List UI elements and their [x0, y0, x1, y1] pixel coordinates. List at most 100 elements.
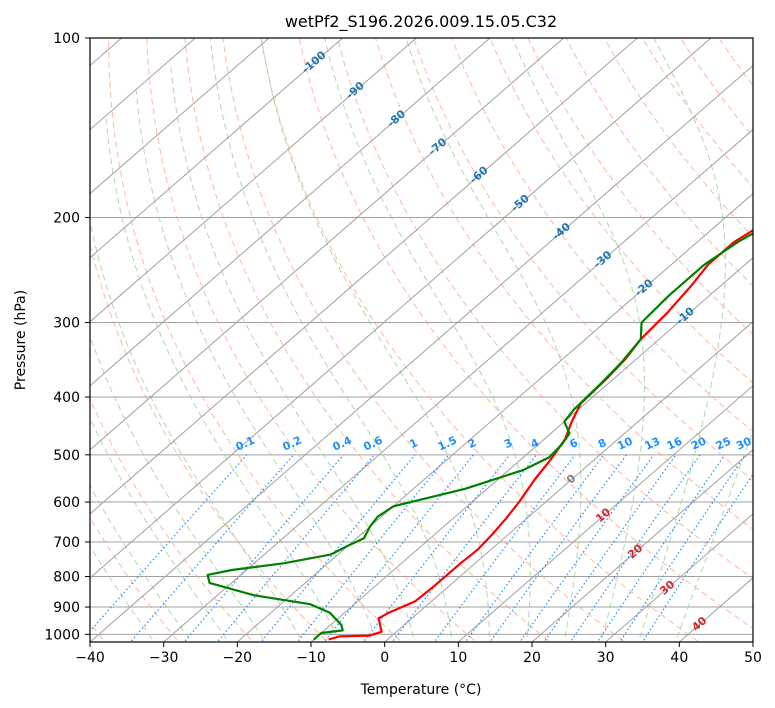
mixing-ratio-line [543, 454, 677, 642]
y-tick-label: 500 [53, 448, 80, 464]
isotherm-line [90, 38, 638, 515]
y-tick-label: 800 [53, 570, 80, 586]
x-tick-label: −20 [223, 650, 253, 666]
isotherm-line [531, 449, 753, 642]
dry-adiabats [90, 0, 775, 647]
dry-adiabat-line [184, 38, 552, 642]
mixing-ratio-labels: 0.1 0.2 0.4 0.6 1 1.5 2 3 4 6 8 10 13 16 20 25 30 36 [234, 434, 775, 454]
dry-adiabat-line [260, 38, 700, 642]
moist-adiabat-line [135, 89, 378, 642]
x-axis-ticks: −40 −30 −20 −10 0 10 20 30 40 50 [75, 642, 762, 666]
y-tick-label: 400 [53, 390, 80, 406]
isotherm-line [384, 321, 753, 642]
dry-adiabat-line [298, 38, 753, 629]
x-axis-label: Temperature (°C) [360, 682, 482, 698]
mixing-ratio-label: 25 [714, 435, 733, 453]
pressure-gridlines [90, 38, 753, 635]
isotherm-line [90, 38, 491, 387]
chart-title: wetPf2_S196.2026.009.15.05.C32 [285, 12, 557, 32]
mixing-ratio-label: 2 [466, 436, 478, 451]
dry-adiabat-line [718, 38, 753, 87]
y-tick-label: 100 [53, 31, 80, 47]
y-tick-label: 200 [53, 211, 80, 227]
dry-adiabat-line [719, 0, 775, 647]
profile-series [206, 228, 753, 641]
isotherm-line [90, 38, 564, 451]
mixing-ratio-label: 0.4 [331, 434, 354, 454]
dry-adiabat-line [108, 38, 403, 642]
mixing-ratio-label: 10 [615, 434, 635, 452]
y-tick-label: 300 [53, 316, 80, 332]
mixing-ratio-label: 0.6 [361, 434, 384, 454]
isotherm-line [310, 256, 753, 642]
y-tick-label: 600 [53, 495, 80, 511]
mixing-ratio-line [296, 454, 450, 642]
isotherm-line [605, 513, 753, 642]
isotherm-line [679, 577, 753, 642]
x-tick-label: 40 [670, 650, 688, 666]
moist-adiabat-line [674, 429, 753, 642]
moist-adiabat-line [260, 38, 490, 642]
mixing-ratio-line [129, 454, 295, 642]
mixing-ratio-label: 20 [689, 434, 709, 452]
plot-frame [89, 37, 754, 643]
mixing-ratio-line [569, 454, 701, 642]
dry-adiabat-line [146, 38, 477, 642]
mixing-ratio-label: 1.5 [436, 434, 459, 454]
mixing-ratio-line [323, 454, 475, 642]
moist-adiabat-line [90, 484, 192, 642]
mixing-ratio-line [464, 454, 605, 642]
dry-adiabat-line [603, 38, 753, 238]
isotherm-line [90, 38, 343, 259]
x-tick-label: 50 [744, 650, 762, 666]
x-tick-label: −10 [296, 650, 326, 666]
moist-adiabat-line [324, 38, 531, 642]
moist-adiabat-line [511, 38, 645, 642]
isotherm-line [90, 64, 753, 642]
dry-adiabat-line [90, 397, 254, 642]
isotherm-line [163, 128, 753, 642]
x-tick-label: 30 [597, 650, 615, 666]
mixing-ratio-label: 0.2 [281, 434, 304, 454]
moist-adiabat-line [209, 38, 453, 642]
mixing-ratio-line [596, 454, 726, 642]
mixing-ratio-line [90, 454, 248, 633]
isotherm-line [752, 641, 753, 642]
mixing-ratio-line [183, 454, 345, 642]
x-tick-label: 0 [380, 650, 389, 666]
x-tick-label: 20 [523, 650, 541, 666]
mixing-ratio-label: 36 [755, 434, 775, 452]
moist-adiabat-line [405, 38, 582, 642]
mixing-ratio-label: 30 [734, 434, 754, 452]
mixing-ratio-line [216, 454, 375, 642]
dry-adiabat-line [755, 0, 775, 647]
y-axis-label: Pressure (hPa) [13, 290, 29, 390]
mixing-ratio-line [260, 454, 416, 642]
dry-adiabat-line [336, 38, 753, 580]
moist-adiabat-line [637, 38, 726, 642]
mixing-ratio-line [362, 454, 511, 642]
mixing-ratio-label: 0.1 [234, 434, 257, 454]
dry-adiabat-line [489, 38, 753, 384]
dry-adiabat-line [374, 38, 753, 530]
temperature-profile-line [328, 228, 753, 641]
mixing-ratio-line [641, 473, 753, 642]
mixing-ratio-line [519, 454, 655, 642]
mixing-ratio-label: 16 [665, 434, 685, 452]
isotherms [90, 38, 753, 642]
isotherm-line [90, 38, 196, 131]
isotherm-label: -100 [299, 48, 329, 76]
x-tick-label: −30 [149, 650, 179, 666]
y-axis-ticks: 100 200 300 400 500 600 700 800 900 1000 [44, 31, 90, 643]
moist-adiabat-line [90, 334, 266, 642]
dry-adiabat-line [90, 516, 180, 642]
dewpoint-profile-line [206, 232, 753, 641]
dry-adiabat-line [90, 242, 329, 642]
x-tick-label: 10 [449, 650, 467, 666]
y-tick-label: 1000 [44, 627, 80, 643]
mixing-ratio-line [619, 454, 746, 642]
moist-adiabat-line [90, 545, 155, 642]
plot-area: -100-90-80-70-60-50-40-30-20-10010203040… [90, 0, 775, 647]
